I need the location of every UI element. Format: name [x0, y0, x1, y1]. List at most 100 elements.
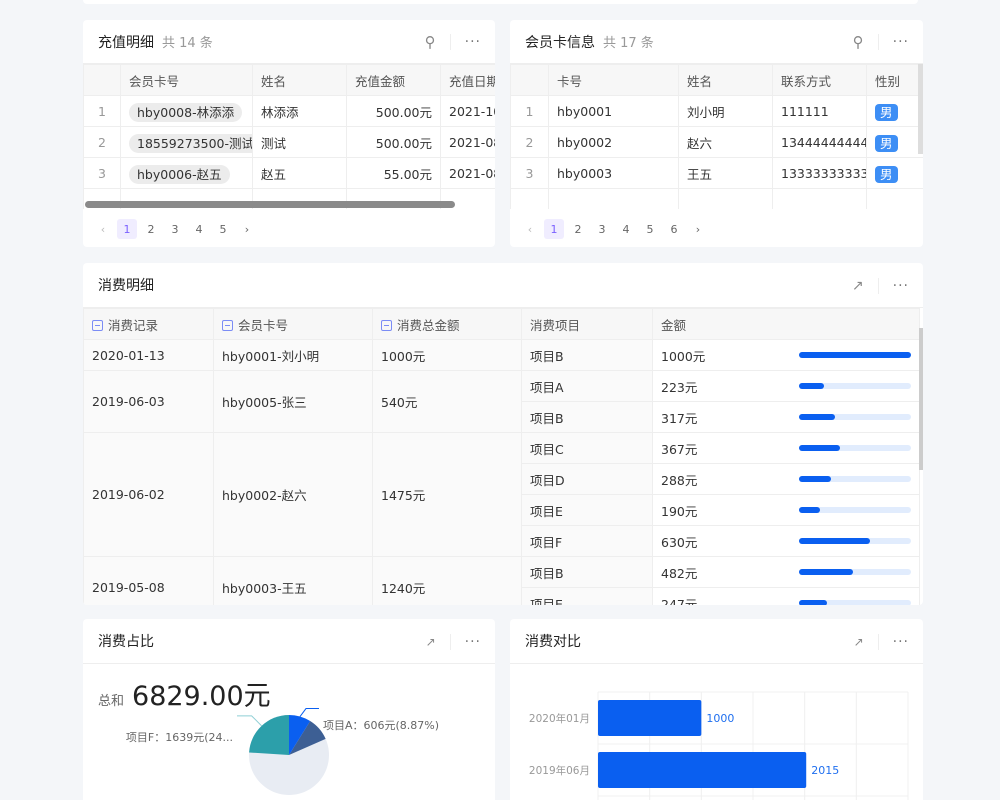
gender-cell: 男 [866, 95, 923, 127]
progress-fill [799, 383, 824, 389]
column-header[interactable]: 性别 [866, 64, 923, 96]
expand-icon[interactable]: ↗ [851, 277, 864, 294]
table-row[interactable]: 项目E 190元 [84, 494, 920, 526]
vertical-scrollbar[interactable] [918, 64, 923, 154]
page-6-button[interactable]: 6 [670, 222, 678, 236]
column-header[interactable]: 姓名 [678, 64, 773, 96]
pie-slice-f[interactable] [249, 715, 289, 755]
header-row: 消费记录 会员卡号 消费总金额 消费项目 金额 [83, 308, 920, 340]
amount-cell: 500.00元 [346, 126, 441, 158]
next-page-button[interactable]: › [695, 222, 701, 236]
table-row[interactable]: 1 hby0001 刘小明 111111 男 [510, 95, 923, 127]
table-row[interactable]: 项目F 630元 [84, 525, 920, 557]
prev-page-button[interactable]: ‹ [527, 222, 533, 236]
table-row[interactable]: 项目D 288元 [84, 463, 920, 495]
pie-slice[interactable] [289, 721, 326, 755]
amount-progress-bar [799, 476, 911, 482]
table-row[interactable]: 项目E 247元 [84, 587, 920, 605]
prev-page-button[interactable]: ‹ [100, 222, 106, 236]
search-icon[interactable]: ⚲ [424, 33, 436, 51]
column-header[interactable]: 联系方式 [772, 64, 867, 96]
column-header[interactable]: 充值金额 [346, 64, 441, 96]
card-tag[interactable]: 18559273500-测试 [129, 133, 252, 153]
pie-slice-a[interactable] [289, 715, 311, 755]
amount-cell: 482元 [652, 556, 920, 588]
column-header[interactable]: 消费记录 [83, 308, 214, 340]
category-label: 2019年06月 [529, 764, 590, 777]
more-icon[interactable]: ··· [892, 34, 909, 50]
divider [449, 633, 451, 650]
more-icon[interactable]: ··· [892, 277, 909, 294]
bar[interactable] [598, 700, 702, 736]
page-2-button[interactable]: 2 [574, 222, 582, 236]
date-cell: 2020-01-13 [83, 339, 214, 371]
page-3-button[interactable]: 3 [598, 222, 606, 236]
consume-card: 消费明细 ↗ ··· 消费记录 会员卡号 消费总金额 消费项目 金额 2020-01-13 h… [83, 263, 923, 605]
card-cell: hby0002-赵六 [213, 432, 373, 557]
row-number: 3 [510, 157, 549, 189]
consume-table: 消费记录 会员卡号 消费总金额 消费项目 金额 2020-01-13 hby0001-刘小明… [83, 308, 920, 605]
search-icon[interactable]: ⚲ [852, 33, 864, 51]
data-label: 1000 [706, 712, 734, 725]
total-cell: 1475元 [372, 432, 522, 557]
row-number: 1 [83, 95, 121, 127]
table-row[interactable]: 3 hby0003 王五 13333333333 男 [510, 157, 923, 189]
horizontal-scrollbar[interactable] [85, 201, 455, 208]
item-cell: 项目D [521, 463, 653, 495]
row-number: 3 [83, 157, 121, 189]
column-header[interactable]: 姓名 [252, 64, 347, 96]
card-cell: hby0006-赵五 [120, 157, 253, 189]
column-header[interactable] [83, 64, 121, 96]
table-row[interactable]: 2019-05-08 hby0003-王五 1240元 项目B 482元 [83, 556, 920, 605]
column-header[interactable]: 消费项目 [521, 308, 653, 340]
page-5-button[interactable]: 5 [219, 222, 227, 236]
card-tag[interactable]: hby0006-赵五 [129, 164, 230, 184]
amount-text: 482元 [661, 565, 698, 581]
expand-icon[interactable]: ↗ [425, 634, 436, 649]
column-header[interactable] [510, 64, 549, 96]
page-3-button[interactable]: 3 [171, 222, 179, 236]
collapse-icon[interactable] [222, 319, 233, 331]
amount-text: 317元 [661, 410, 698, 426]
collapse-icon[interactable] [381, 319, 392, 331]
pie-label-f: 项目F：1639元(24... [126, 731, 233, 744]
table-row[interactable]: 2 hby0002 赵六 13444444444 男 [510, 126, 923, 158]
amount-text: 288元 [661, 472, 698, 488]
column-header[interactable]: 金额 [652, 308, 920, 340]
table-row[interactable]: 2019-06-03 hby0005-张三 540元 项目A 223元 [83, 370, 920, 433]
amount-cell: 500.00元 [346, 95, 441, 127]
bar[interactable] [598, 752, 807, 788]
page-1-button[interactable]: 1 [117, 219, 137, 239]
date-cell: 2019-06-02 [83, 432, 214, 557]
page-4-button[interactable]: 4 [195, 222, 203, 236]
more-icon[interactable]: ··· [464, 633, 481, 650]
sum-value: 6829.00元 [132, 681, 271, 712]
more-icon[interactable]: ··· [892, 633, 909, 650]
column-header[interactable]: 会员卡号 [213, 308, 373, 340]
table-row[interactable]: 2019-06-02 hby0002-赵六 1475元 项目C 367元 [83, 432, 920, 557]
amount-cell: 55.00元 [346, 157, 441, 189]
amount-cell: 190元 [652, 494, 920, 526]
more-icon[interactable]: ··· [464, 34, 481, 50]
page-1-button[interactable]: 1 [544, 219, 564, 239]
table-row[interactable]: 2020-01-13 hby0001-刘小明 1000元 项目B 1000元 [83, 339, 920, 371]
next-page-button[interactable]: › [244, 222, 250, 236]
column-header[interactable]: 会员卡号 [120, 64, 253, 96]
card-tag[interactable]: hby0008-林添添 [129, 102, 243, 122]
expand-icon[interactable]: ↗ [853, 634, 864, 649]
page-5-button[interactable]: 5 [646, 222, 654, 236]
page-4-button[interactable]: 4 [622, 222, 630, 236]
total-cell: 1000元 [372, 339, 522, 371]
collapse-icon[interactable] [92, 319, 103, 331]
amount-text: 1000元 [661, 348, 706, 364]
column-header[interactable]: 卡号 [548, 64, 679, 96]
vertical-scrollbar[interactable] [919, 328, 923, 470]
column-header[interactable]: 消费总金额 [372, 308, 522, 340]
page-2-button[interactable]: 2 [147, 222, 155, 236]
cell: 林添添 [252, 95, 347, 127]
column-header[interactable]: 充值日期 [440, 64, 495, 96]
amount-cell: 367元 [652, 432, 920, 464]
